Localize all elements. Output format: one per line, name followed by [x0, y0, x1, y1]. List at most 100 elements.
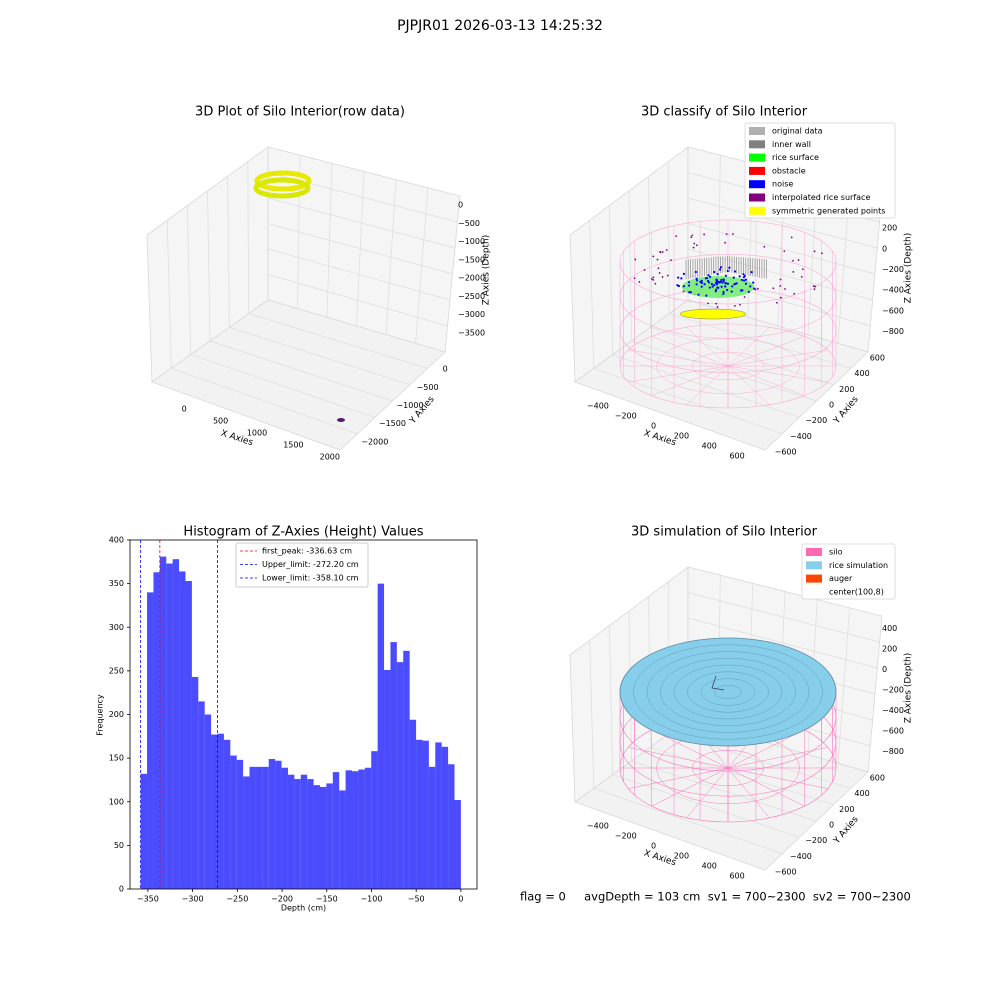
legend-swatch	[749, 206, 765, 215]
bar	[287, 774, 295, 889]
z-tick-label: −600	[882, 727, 904, 736]
y-axis-label: Frequency	[96, 694, 105, 736]
noise-point	[740, 278, 744, 282]
scatter-dot	[643, 269, 646, 271]
scatter-dot	[779, 296, 782, 299]
rice-mesh	[673, 664, 783, 720]
y-tick-label: 200	[109, 710, 124, 719]
noise-point	[738, 275, 741, 278]
scatter-dot	[797, 259, 800, 261]
noise-point	[735, 282, 738, 285]
legend-label: rice simulation	[829, 561, 888, 570]
noise-point	[682, 285, 685, 288]
y-tick-label: 50	[114, 841, 124, 850]
scatter-dot	[690, 236, 693, 239]
bar	[223, 739, 231, 889]
scatter-dot	[665, 249, 668, 251]
bar	[390, 642, 397, 889]
silo-floor-spoke	[651, 729, 729, 769]
noise-point	[705, 294, 708, 297]
y-tick-label: −400	[790, 852, 812, 861]
scatter-dot	[633, 277, 636, 280]
pane-grid	[608, 625, 614, 775]
bar	[377, 583, 385, 889]
scatter-dot	[693, 242, 696, 245]
z-tick-label: −1500	[458, 255, 485, 264]
scatter-dot	[763, 245, 766, 248]
z-tick-label: −3500	[458, 328, 485, 337]
bar	[345, 770, 353, 889]
y-tick-label: 600	[870, 773, 885, 782]
pane-grid	[650, 746, 834, 806]
silo-floor-spoke	[727, 327, 770, 367]
x-tick-label: 600	[729, 452, 744, 461]
scatter-dot	[801, 268, 804, 271]
y-tick-label: −500	[417, 383, 439, 392]
scatter-dot	[656, 258, 659, 261]
noise-point	[749, 285, 752, 288]
noise-point	[719, 266, 723, 269]
noise-point	[719, 280, 722, 283]
bar	[435, 742, 442, 889]
bar	[255, 766, 263, 889]
noise-point	[700, 285, 703, 288]
data-cloud	[254, 170, 312, 192]
pane-grid	[631, 340, 817, 402]
x-tick-label: −200	[615, 412, 637, 421]
rice-mesh	[660, 658, 796, 726]
rice-surface	[619, 637, 837, 747]
noise-point	[739, 289, 743, 292]
noise-point	[742, 279, 746, 282]
noise-point	[742, 273, 745, 276]
silo-ring	[619, 219, 837, 305]
bar	[249, 766, 256, 889]
noise-point	[722, 292, 725, 295]
noise-point	[713, 270, 716, 274]
y-tick-label: 100	[109, 797, 124, 806]
scatter-dot	[692, 246, 695, 249]
noise-point	[696, 279, 699, 282]
legend-swatch	[749, 166, 765, 175]
noise-point	[722, 290, 725, 294]
auger	[711, 675, 725, 691]
scatter-dot	[638, 281, 641, 283]
noise-point	[720, 285, 723, 288]
bar	[352, 771, 359, 889]
bar	[275, 760, 282, 889]
silo-floor-spoke	[727, 729, 805, 769]
noise-point	[730, 290, 733, 293]
pane-grid	[267, 274, 448, 327]
y-tick-label: 400	[854, 789, 869, 798]
panel-title: 3D Plot of Silo Interior(row data)	[195, 105, 405, 120]
bar	[243, 776, 250, 889]
bar	[198, 701, 205, 889]
scatter-dot	[784, 288, 786, 290]
legend-label: obstacle	[772, 166, 806, 175]
z-tick-label: 0	[882, 665, 887, 674]
noise-point	[726, 269, 729, 273]
pane-grid	[631, 760, 817, 822]
x-tick-label: −400	[587, 822, 609, 831]
scatter-dot	[776, 301, 778, 304]
bar	[166, 563, 173, 889]
scatter-dot	[715, 302, 718, 305]
x-tick-label: −50	[408, 895, 425, 904]
scatter-dot	[703, 233, 706, 236]
noise-point	[682, 272, 686, 275]
legend-swatch	[749, 127, 765, 135]
noise-point	[714, 290, 717, 293]
bar	[326, 783, 333, 889]
bar	[159, 556, 167, 889]
legend-label: Upper_limit: -272.20 cm	[262, 560, 359, 569]
legend-swatch	[749, 153, 765, 162]
bar	[364, 767, 372, 889]
z-tick-label: −200	[882, 265, 904, 274]
axis-label: Y Axies	[831, 814, 860, 846]
noise-point	[732, 276, 735, 279]
x-tick-label: −300	[182, 895, 204, 904]
bar	[358, 769, 365, 889]
noise-point	[715, 278, 718, 281]
bar	[300, 774, 308, 889]
bar	[319, 786, 327, 889]
silo-floor-spoke	[686, 365, 729, 405]
